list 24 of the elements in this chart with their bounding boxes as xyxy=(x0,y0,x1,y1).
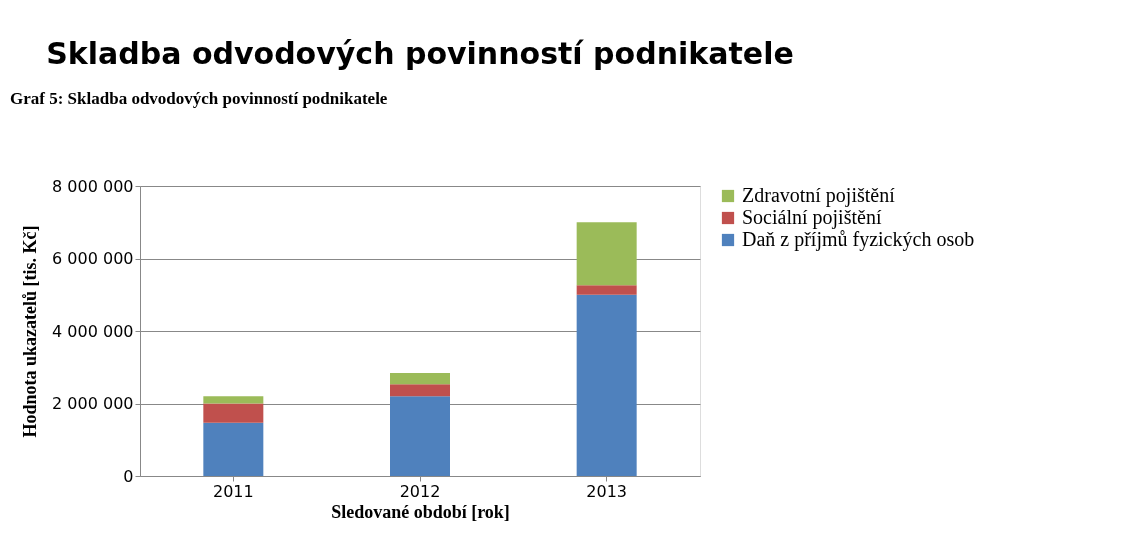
bar xyxy=(390,373,450,385)
legend-label: Zdravotní pojištění xyxy=(742,184,896,207)
y-axis-title: Hodnota ukazatelů [tis. Kč] xyxy=(20,225,41,438)
legend-label: Daň z příjmů fyzických osob xyxy=(742,228,975,251)
y-tick-label: 2 000 000 xyxy=(52,394,134,413)
bar xyxy=(390,384,450,397)
x-tick-label: 2012 xyxy=(399,481,441,501)
x-axis-title: Sledované období [rok] xyxy=(331,501,510,522)
y-tick-label: 6 000 000 xyxy=(52,249,134,268)
y-tick-label: 0 xyxy=(123,466,134,486)
bar xyxy=(576,294,637,476)
text: Graf 5: Skladba odvodových povinností podnikatele xyxy=(10,89,388,108)
bar xyxy=(390,396,450,476)
x-tick-label: 2011 xyxy=(212,481,254,501)
y-tick-label: 4 000 000 xyxy=(52,321,134,341)
bar xyxy=(203,396,264,404)
bar xyxy=(203,422,264,476)
legend-label: Sociální pojištění xyxy=(742,206,882,229)
bar xyxy=(203,403,264,423)
bar xyxy=(576,285,637,295)
y-tick-label: 8 000 000 xyxy=(52,176,134,196)
bar xyxy=(576,222,637,286)
chart-title: Skladba odvodových povinností podnikatele xyxy=(46,36,794,71)
x-tick-label: 2013 xyxy=(586,481,628,501)
